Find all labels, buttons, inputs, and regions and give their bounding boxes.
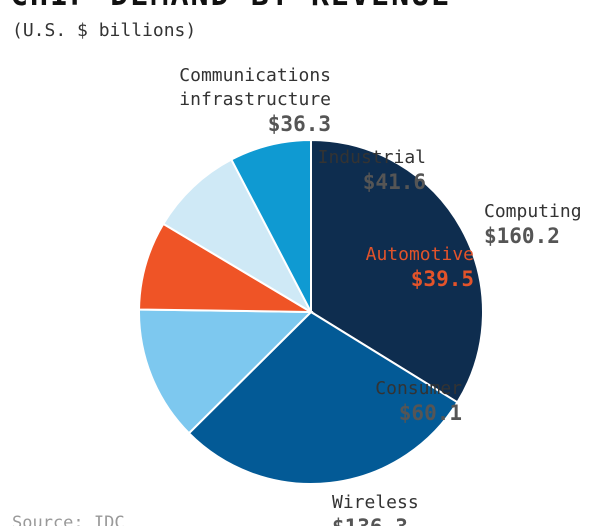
chart-subtitle: (U.S. $ billions): [12, 20, 197, 41]
slice-value: $160.2: [484, 224, 560, 248]
slice-label-wireless: Wireless $136.3: [332, 491, 419, 526]
pie-slice-industrial: [161, 158, 314, 315]
slice-name: Communications: [179, 65, 331, 86]
slice-label-computing: Computing $160.2: [484, 200, 582, 248]
chart-source: Source: IDC: [12, 513, 125, 526]
slice-value: $60.1: [398, 401, 462, 425]
pie-slice-automotive: [138, 222, 315, 314]
pie-slice-wireless: [187, 310, 459, 485]
pie-slice-consumer: [138, 308, 314, 435]
pie-slice-communications-infrastructure: [230, 138, 312, 313]
slice-value: $136.3: [332, 515, 419, 526]
pie-slice-computing: [310, 138, 484, 404]
chart-title: CHIP DEMAND BY REVENUE: [10, 0, 451, 13]
slice-label-industrial: Industrial $41.6: [318, 146, 426, 194]
slice-name: Automotive: [365, 244, 474, 265]
slice-value: $39.5: [410, 267, 474, 291]
slice-value: $36.3: [267, 112, 331, 136]
slice-label-automotive: Automotive $39.5: [366, 243, 474, 291]
slice-name: Consumer: [375, 378, 462, 399]
slice-name: Wireless: [332, 492, 419, 513]
slice-value: $41.6: [362, 170, 426, 194]
slice-name: Computing: [484, 201, 582, 222]
slice-name: infrastructure: [179, 89, 331, 110]
slice-name: Industrial: [317, 147, 426, 168]
slice-label-communications-infrastructure: Communications infrastructure $36.3: [179, 64, 331, 136]
slice-label-consumer: Consumer $60.1: [375, 377, 462, 425]
